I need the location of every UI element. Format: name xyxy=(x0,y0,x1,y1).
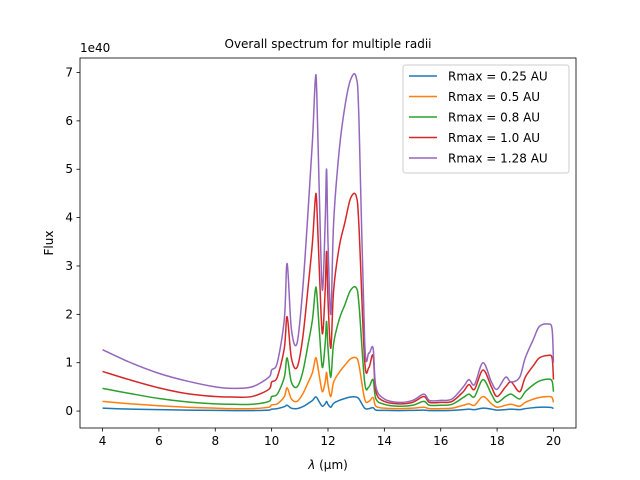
y-tick-label: 6 xyxy=(65,114,73,128)
y-tick-label: 7 xyxy=(65,66,73,80)
y-axis: 0 1 2 3 4 5 6 7 xyxy=(65,66,80,418)
series-line-4 xyxy=(102,192,555,405)
y-offset-label: 1e40 xyxy=(80,41,110,55)
x-tick-label: 8 xyxy=(211,434,219,448)
y-tick-label: 5 xyxy=(65,162,73,176)
legend-label-4: Rmax = 1.0 AU xyxy=(448,131,540,145)
x-tick-label: 14 xyxy=(377,434,392,448)
y-tick-label: 2 xyxy=(65,307,73,321)
y-tick-label: 4 xyxy=(65,211,73,225)
series-line-2 xyxy=(102,356,555,410)
x-tick-label: 18 xyxy=(489,434,504,448)
y-tick-label: 3 xyxy=(65,259,73,273)
x-tick-label: 12 xyxy=(320,434,335,448)
legend-box xyxy=(402,64,570,174)
x-tick-label: 4 xyxy=(99,434,107,448)
x-tick-label: 16 xyxy=(433,434,448,448)
x-tick-label: 10 xyxy=(264,434,279,448)
legend-label-3: Rmax = 0.8 AU xyxy=(448,111,540,125)
x-axis-label-unit: (μm) xyxy=(319,458,348,472)
legend-label-1: Rmax = 0.25 AU xyxy=(448,70,548,84)
series-line-5 xyxy=(102,73,555,404)
legend-label-2: Rmax = 0.5 AU xyxy=(448,90,540,104)
x-tick-label: 6 xyxy=(155,434,163,448)
y-tick-label: 0 xyxy=(65,404,73,418)
x-axis-label: λ (μm) xyxy=(307,458,348,472)
legend: Rmax = 0.25 AU Rmax = 0.5 AU Rmax = 0.8 AU… xyxy=(402,64,570,174)
y-axis-label: Flux xyxy=(42,231,56,256)
legend-label-5: Rmax = 1.28 AU xyxy=(448,152,548,166)
plot-area xyxy=(102,73,555,412)
y-tick-label: 1 xyxy=(65,356,73,370)
series-line-3 xyxy=(102,285,555,408)
x-axis-label-var: λ xyxy=(307,458,315,472)
chart-title: Overall spectrum for multiple radii xyxy=(225,37,432,51)
x-axis: 4 6 8 10 12 14 16 18 20 xyxy=(99,428,561,448)
series-line-1 xyxy=(102,396,554,412)
x-tick-label: 20 xyxy=(546,434,561,448)
